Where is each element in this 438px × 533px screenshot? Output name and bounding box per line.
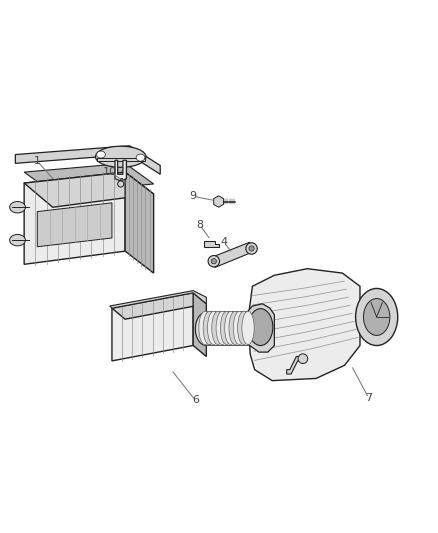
Ellipse shape bbox=[229, 311, 241, 345]
Text: 9: 9 bbox=[189, 191, 196, 201]
Polygon shape bbox=[193, 293, 206, 357]
Polygon shape bbox=[110, 290, 206, 308]
Polygon shape bbox=[24, 172, 153, 207]
Ellipse shape bbox=[237, 311, 249, 345]
Text: 8: 8 bbox=[196, 220, 203, 230]
Ellipse shape bbox=[355, 288, 397, 345]
Ellipse shape bbox=[136, 154, 145, 161]
Polygon shape bbox=[112, 293, 206, 319]
Circle shape bbox=[297, 354, 307, 364]
Text: 6: 6 bbox=[191, 395, 198, 406]
Ellipse shape bbox=[220, 311, 232, 345]
Ellipse shape bbox=[10, 235, 25, 246]
Ellipse shape bbox=[241, 311, 254, 345]
Polygon shape bbox=[37, 203, 112, 247]
Polygon shape bbox=[24, 163, 153, 193]
Polygon shape bbox=[112, 293, 193, 361]
Ellipse shape bbox=[96, 151, 105, 158]
Polygon shape bbox=[286, 357, 301, 374]
Ellipse shape bbox=[233, 311, 245, 345]
Circle shape bbox=[245, 243, 257, 254]
Ellipse shape bbox=[215, 311, 228, 345]
Ellipse shape bbox=[363, 298, 389, 335]
Ellipse shape bbox=[207, 311, 219, 345]
Polygon shape bbox=[96, 158, 145, 161]
Ellipse shape bbox=[198, 311, 211, 345]
Polygon shape bbox=[208, 243, 253, 268]
Ellipse shape bbox=[95, 146, 146, 167]
Text: 7: 7 bbox=[364, 393, 371, 403]
Circle shape bbox=[208, 255, 219, 267]
Circle shape bbox=[117, 181, 124, 187]
Ellipse shape bbox=[203, 311, 215, 345]
Polygon shape bbox=[24, 172, 125, 264]
Text: 10: 10 bbox=[102, 167, 117, 177]
Ellipse shape bbox=[211, 311, 223, 345]
Polygon shape bbox=[246, 304, 274, 352]
Text: 4: 4 bbox=[220, 237, 227, 247]
Ellipse shape bbox=[10, 201, 25, 213]
Polygon shape bbox=[115, 160, 126, 181]
Ellipse shape bbox=[202, 317, 215, 341]
Polygon shape bbox=[247, 269, 359, 381]
Ellipse shape bbox=[248, 309, 272, 345]
Polygon shape bbox=[15, 146, 160, 174]
Polygon shape bbox=[125, 172, 153, 273]
Circle shape bbox=[248, 246, 254, 251]
Circle shape bbox=[211, 259, 216, 264]
Polygon shape bbox=[204, 241, 219, 247]
Text: 1: 1 bbox=[34, 156, 41, 166]
Ellipse shape bbox=[224, 311, 237, 345]
Ellipse shape bbox=[195, 312, 217, 345]
